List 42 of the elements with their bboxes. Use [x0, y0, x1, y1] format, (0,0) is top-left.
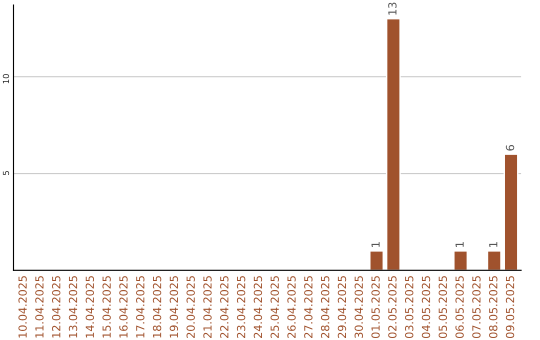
x-tick-label: 21.04.2025 — [203, 276, 212, 338]
x-tick-label: 02.05.2025 — [388, 276, 397, 338]
x-tick-label: 11.04.2025 — [35, 276, 44, 338]
data-label: 6 — [506, 145, 514, 151]
x-tick-label: 18.04.2025 — [152, 276, 162, 338]
x-tick-label: 29.04.2025 — [338, 276, 346, 338]
x-tick-label: 04.05.2025 — [422, 276, 430, 338]
data-label: 1 — [372, 242, 380, 247]
x-tick-label: 19.04.2025 — [170, 276, 178, 338]
bar — [486, 250, 502, 270]
x-tick-label: 25.04.2025 — [270, 276, 279, 338]
x-tick-label: 10.04.2025 — [18, 276, 27, 338]
x-tick-label: 08.05.2025 — [489, 276, 498, 338]
bar — [369, 250, 384, 270]
data-label: 1 — [456, 242, 464, 247]
x-tick-label: 23.04.2025 — [236, 276, 246, 338]
data-label: 13 — [388, 2, 397, 15]
bar — [386, 18, 401, 270]
x-tick-label: 15.04.2025 — [102, 276, 111, 338]
x-tick-label: 07.05.2025 — [472, 276, 481, 338]
x-tick-label: 01.05.2025 — [371, 276, 380, 338]
x-tick-label: 26.04.2025 — [287, 276, 296, 338]
x-tick-label: 05.05.2025 — [438, 276, 448, 338]
data-label: 1 — [489, 242, 498, 247]
x-tick-label: 22.04.2025 — [220, 276, 229, 338]
x-tick-label: 28.04.2025 — [320, 276, 330, 338]
x-tick-label: 13.04.2025 — [68, 276, 78, 338]
y-tick-label: 10 — [2, 74, 10, 84]
x-tick-label: 12.04.2025 — [52, 276, 60, 338]
x-tick-label: 03.05.2025 — [404, 276, 414, 338]
x-tick-label: 16.04.2025 — [119, 276, 128, 338]
bar — [504, 153, 518, 270]
x-tick-label: 27.04.2025 — [304, 276, 313, 338]
x-tick-label: 24.04.2025 — [254, 276, 262, 338]
x-tick-label: 06.05.2025 — [455, 276, 464, 338]
x-tick-label: 30.04.2025 — [354, 276, 363, 338]
y-tick-label: 5 — [2, 171, 10, 176]
x-tick-label: 14.04.2025 — [86, 276, 94, 338]
bar — [453, 250, 468, 270]
x-tick-label: 09.05.2025 — [506, 276, 514, 338]
x-tick-label: 20.04.2025 — [186, 276, 195, 338]
x-tick-label: 17.04.2025 — [136, 276, 144, 338]
